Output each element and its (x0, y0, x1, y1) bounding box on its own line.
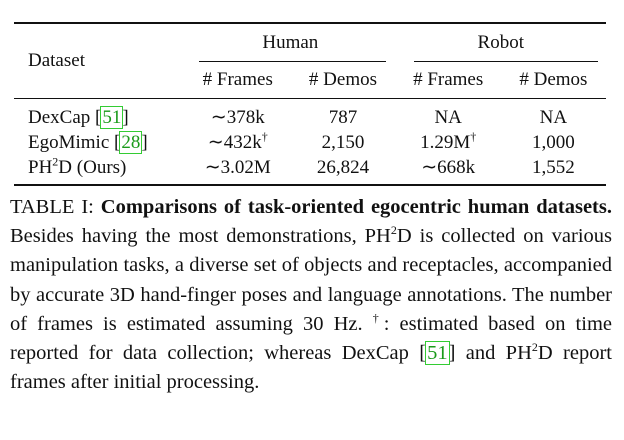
cell-human-demos: 787 (328, 106, 358, 128)
row-dataset-name: DexCap [51] (28, 105, 129, 129)
group-rule-robot (413, 61, 598, 62)
column-header-human-frames: # Frames (202, 69, 273, 90)
group-header-human: Human (185, 22, 396, 62)
cell-human-frames: ∼3.02M (204, 157, 271, 178)
comparison-table: Dataset Human Robot # Frames # Demos # F… (14, 22, 606, 187)
dagger-mark: † (372, 310, 384, 325)
column-header-dataset: Dataset (14, 22, 186, 99)
table-bottom-rule (14, 184, 606, 187)
table-row: PH2D (Ours) ∼3.02M 26,824 ∼668k 1,552 (14, 155, 606, 185)
row-dataset-name: PH2D (Ours) (28, 154, 127, 178)
group-header-robot: Robot (395, 22, 606, 62)
cell-human-demos: 26,824 (316, 156, 370, 178)
column-header-human-demos: # Demos (308, 69, 377, 90)
group-header-human-label: Human (262, 32, 319, 53)
cell-robot-frames: 1.29M† (420, 129, 477, 153)
group-header-robot-label: Robot (477, 32, 524, 53)
row-dataset-name: EgoMimic [28] (28, 130, 148, 154)
cell-robot-demos: 1,552 (532, 156, 575, 178)
dagger-mark: † (470, 129, 477, 144)
cell-robot-demos: 1,000 (532, 131, 575, 153)
cell-human-demos: 2,150 (321, 131, 365, 153)
caption-title: Comparisons of task-oriented egocentric … (100, 196, 612, 218)
citation-link[interactable]: 51 (100, 105, 124, 129)
table-mid-rule (14, 98, 606, 99)
column-header-robot-frames: # Frames (413, 69, 484, 90)
cell-human-frames: ∼432k† (207, 129, 268, 153)
group-rule-human (199, 61, 386, 62)
dagger-mark: † (261, 129, 268, 144)
table-caption: TABLE I: Comparisons of task-oriented eg… (10, 196, 612, 394)
table-group-header-row: Dataset Human Robot (14, 22, 606, 99)
caption-label: TABLE I: (10, 196, 101, 218)
table-row: EgoMimic [28] ∼432k† 2,150 1.29M† 1,000 (14, 130, 606, 155)
citation-link[interactable]: 28 (119, 130, 143, 154)
table-row: DexCap [51] ∼378k 787 NA NA (14, 99, 606, 130)
cell-human-frames: ∼378k (210, 107, 265, 128)
citation-link[interactable]: 51 (425, 341, 450, 366)
cell-robot-demos: NA (539, 106, 568, 128)
cell-robot-frames: NA (434, 106, 462, 128)
column-header-robot-demos: # Demos (519, 69, 588, 90)
table-subheader-row: # Frames # Demos # Frames # Demos (14, 62, 606, 99)
cell-robot-frames: ∼668k (421, 157, 476, 178)
